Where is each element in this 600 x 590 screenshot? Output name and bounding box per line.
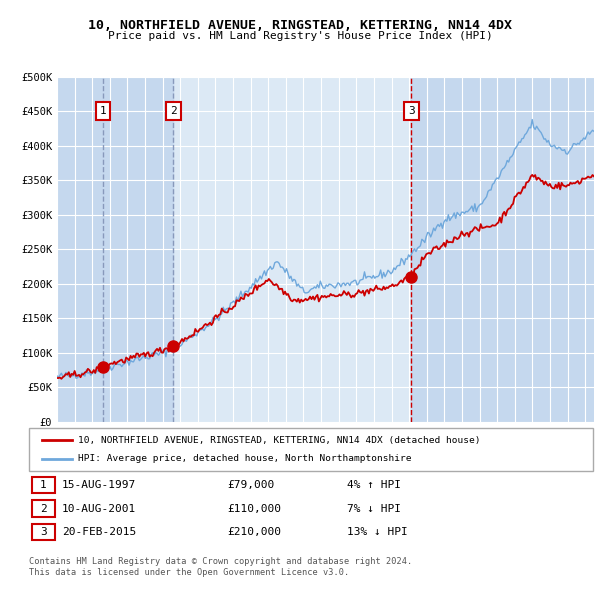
Text: £110,000: £110,000: [227, 504, 281, 513]
Text: £210,000: £210,000: [227, 527, 281, 537]
Text: 1: 1: [40, 480, 47, 490]
Text: 10, NORTHFIELD AVENUE, RINGSTEAD, KETTERING, NN14 4DX (detached house): 10, NORTHFIELD AVENUE, RINGSTEAD, KETTER…: [78, 436, 481, 445]
Text: 13% ↓ HPI: 13% ↓ HPI: [347, 527, 407, 537]
Text: 2: 2: [170, 106, 177, 116]
Bar: [57, 77, 173, 422]
Text: This data is licensed under the Open Government Licence v3.0.: This data is licensed under the Open Gov…: [29, 568, 349, 577]
Bar: [412, 77, 594, 422]
Text: £79,000: £79,000: [227, 480, 274, 490]
Text: 10, NORTHFIELD AVENUE, RINGSTEAD, KETTERING, NN14 4DX: 10, NORTHFIELD AVENUE, RINGSTEAD, KETTER…: [88, 19, 512, 32]
Text: 3: 3: [408, 106, 415, 116]
Text: HPI: Average price, detached house, North Northamptonshire: HPI: Average price, detached house, Nort…: [78, 454, 412, 463]
Text: 7% ↓ HPI: 7% ↓ HPI: [347, 504, 401, 513]
Text: 15-AUG-1997: 15-AUG-1997: [62, 480, 136, 490]
Text: 10-AUG-2001: 10-AUG-2001: [62, 504, 136, 513]
Text: 20-FEB-2015: 20-FEB-2015: [62, 527, 136, 537]
Text: 1: 1: [100, 106, 107, 116]
Text: Contains HM Land Registry data © Crown copyright and database right 2024.: Contains HM Land Registry data © Crown c…: [29, 558, 412, 566]
Text: 4% ↑ HPI: 4% ↑ HPI: [347, 480, 401, 490]
Text: 2: 2: [40, 504, 47, 513]
Text: 3: 3: [40, 527, 47, 537]
Text: Price paid vs. HM Land Registry's House Price Index (HPI): Price paid vs. HM Land Registry's House …: [107, 31, 493, 41]
